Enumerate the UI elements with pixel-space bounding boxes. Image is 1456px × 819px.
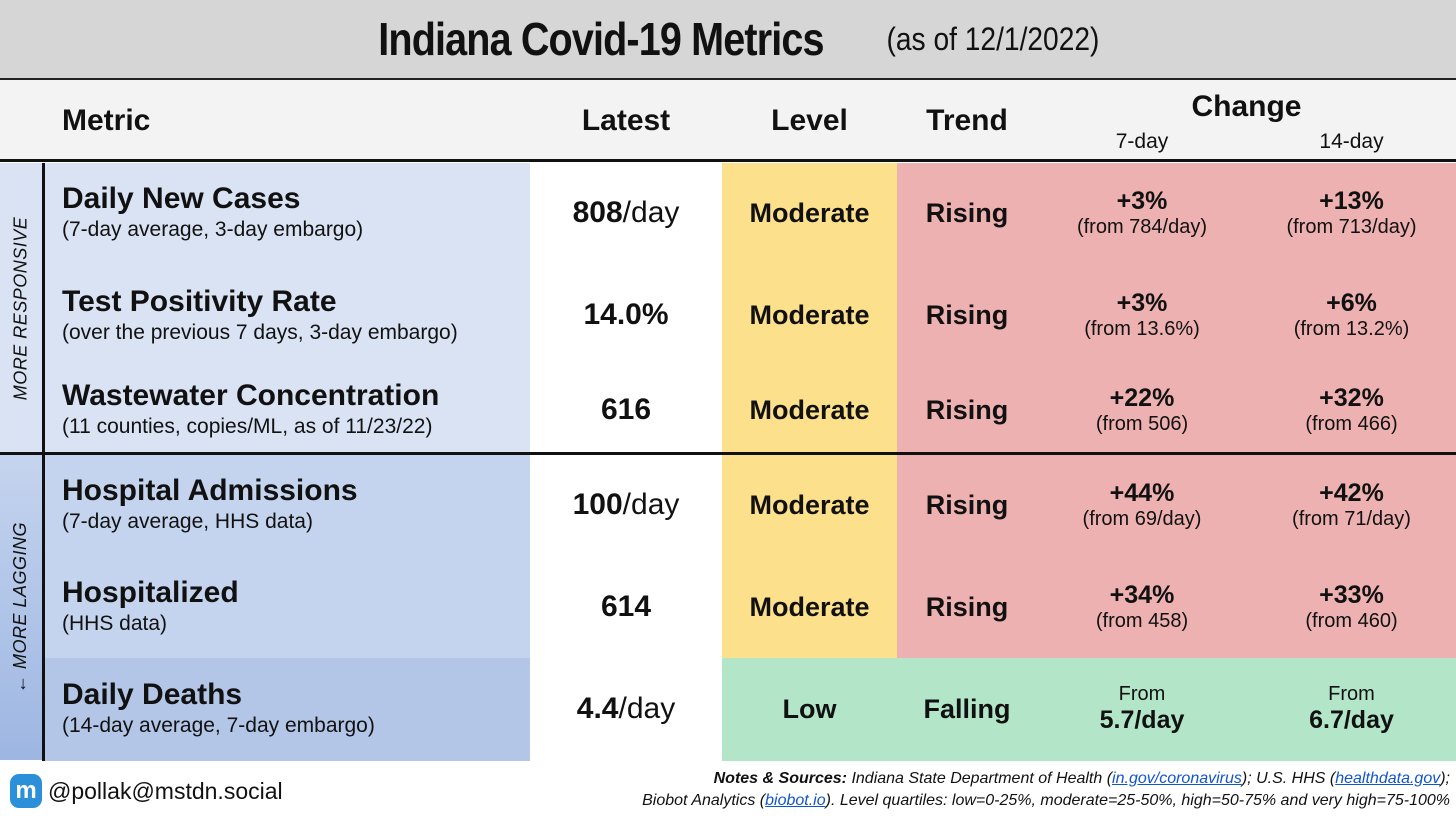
label-bg-deaths [45, 658, 530, 761]
change-14day: +13% (from 713/day) [1286, 187, 1417, 238]
change-7day: +34% (from 458) [1095, 581, 1189, 632]
level-value: Moderate [749, 591, 870, 622]
level-value: Moderate [749, 197, 870, 228]
table-row: Daily Deaths (14-day average, 7-day emba… [62, 678, 375, 737]
change-7day: +3% (from 13.6%) [1084, 289, 1200, 340]
footer: m @pollak@mstdn.social Notes & Sources: … [0, 762, 1456, 819]
change-14day: +32% (from 466) [1305, 384, 1398, 435]
header-change: Change [1191, 90, 1302, 123]
change-7day: +3% (from 784/day) [1076, 187, 1208, 238]
link-biobot[interactable]: biobot.io [765, 792, 826, 809]
latest-value: 616 [600, 393, 652, 426]
side-label-responsive: MORE RESPONSIVE [0, 163, 42, 453]
mastodon-icon: m [10, 774, 42, 808]
page-title: Indiana Covid-19 Metrics [378, 13, 824, 65]
level-value: Moderate [749, 394, 870, 425]
trend-value: Rising [925, 591, 1009, 622]
level-value: Moderate [749, 299, 870, 330]
level-bg-moderate [722, 163, 897, 658]
label-bg-responsive [45, 163, 530, 453]
table-row: Daily New Cases (7-day average, 3-day em… [62, 182, 364, 241]
change-14day: +33% (from 460) [1305, 581, 1398, 632]
table-header: Metric Latest Level Trend Change 7-day 1… [0, 80, 1456, 162]
level-value: Low [782, 693, 837, 724]
table-row: Hospital Admissions (7-day average, HHS … [62, 474, 358, 533]
header-trend: Trend [926, 104, 1008, 137]
social-handle: @pollak@mstdn.social [48, 778, 283, 804]
header-latest: Latest [581, 104, 671, 137]
latest-value: 808/day [572, 196, 680, 229]
trend-value: Rising [925, 489, 1009, 520]
title-bar: Indiana Covid-19 Metrics (as of 12/1/202… [0, 0, 1456, 80]
notes-sources: Notes & Sources: Indiana State Departmen… [642, 770, 1450, 809]
side-label-lagging: ← MORE LAGGING [0, 455, 42, 760]
trend-value: Rising [925, 197, 1009, 228]
link-in-gov[interactable]: in.gov/coronavirus [1112, 770, 1242, 787]
trend-value: Rising [925, 299, 1009, 330]
trend-bg-rising [897, 163, 1456, 658]
latest-value: 14.0% [583, 298, 669, 331]
header-level: Level [771, 104, 848, 137]
header-change-7day: 7-day [1115, 130, 1169, 153]
table-row: Wastewater Concentration (11 counties, c… [62, 379, 440, 438]
change-7day: +44% (from 69/day) [1082, 479, 1202, 530]
side-divider [42, 163, 45, 761]
header-metric: Metric [62, 104, 151, 137]
label-bg-lagging [45, 455, 530, 658]
section-divider [0, 452, 1456, 455]
trend-value: Rising [925, 394, 1009, 425]
table-row: Test Positivity Rate (over the previous … [62, 285, 458, 344]
latest-value: 100/day [572, 488, 680, 521]
deaths-bg-green [722, 658, 1456, 761]
latest-value: 4.4/day [576, 692, 676, 725]
change-7day: +22% (from 506) [1095, 384, 1189, 435]
table-row: Hospitalized (HHS data) [62, 576, 239, 635]
trend-value: Falling [923, 693, 1011, 724]
change-14day: From 6.7/day [1309, 683, 1394, 734]
header-change-14day: 14-day [1319, 130, 1384, 153]
change-7day: From 5.7/day [1099, 683, 1185, 734]
notes-label: Notes & Sources: [713, 770, 847, 787]
link-healthdata[interactable]: healthdata.gov [1335, 770, 1441, 787]
change-14day: +6% (from 13.2%) [1293, 289, 1410, 340]
level-value: Moderate [749, 489, 870, 520]
latest-value: 614 [600, 590, 652, 623]
page-subtitle: (as of 12/1/2022) [886, 20, 1100, 57]
change-14day: +42% (from 71/day) [1292, 479, 1411, 530]
